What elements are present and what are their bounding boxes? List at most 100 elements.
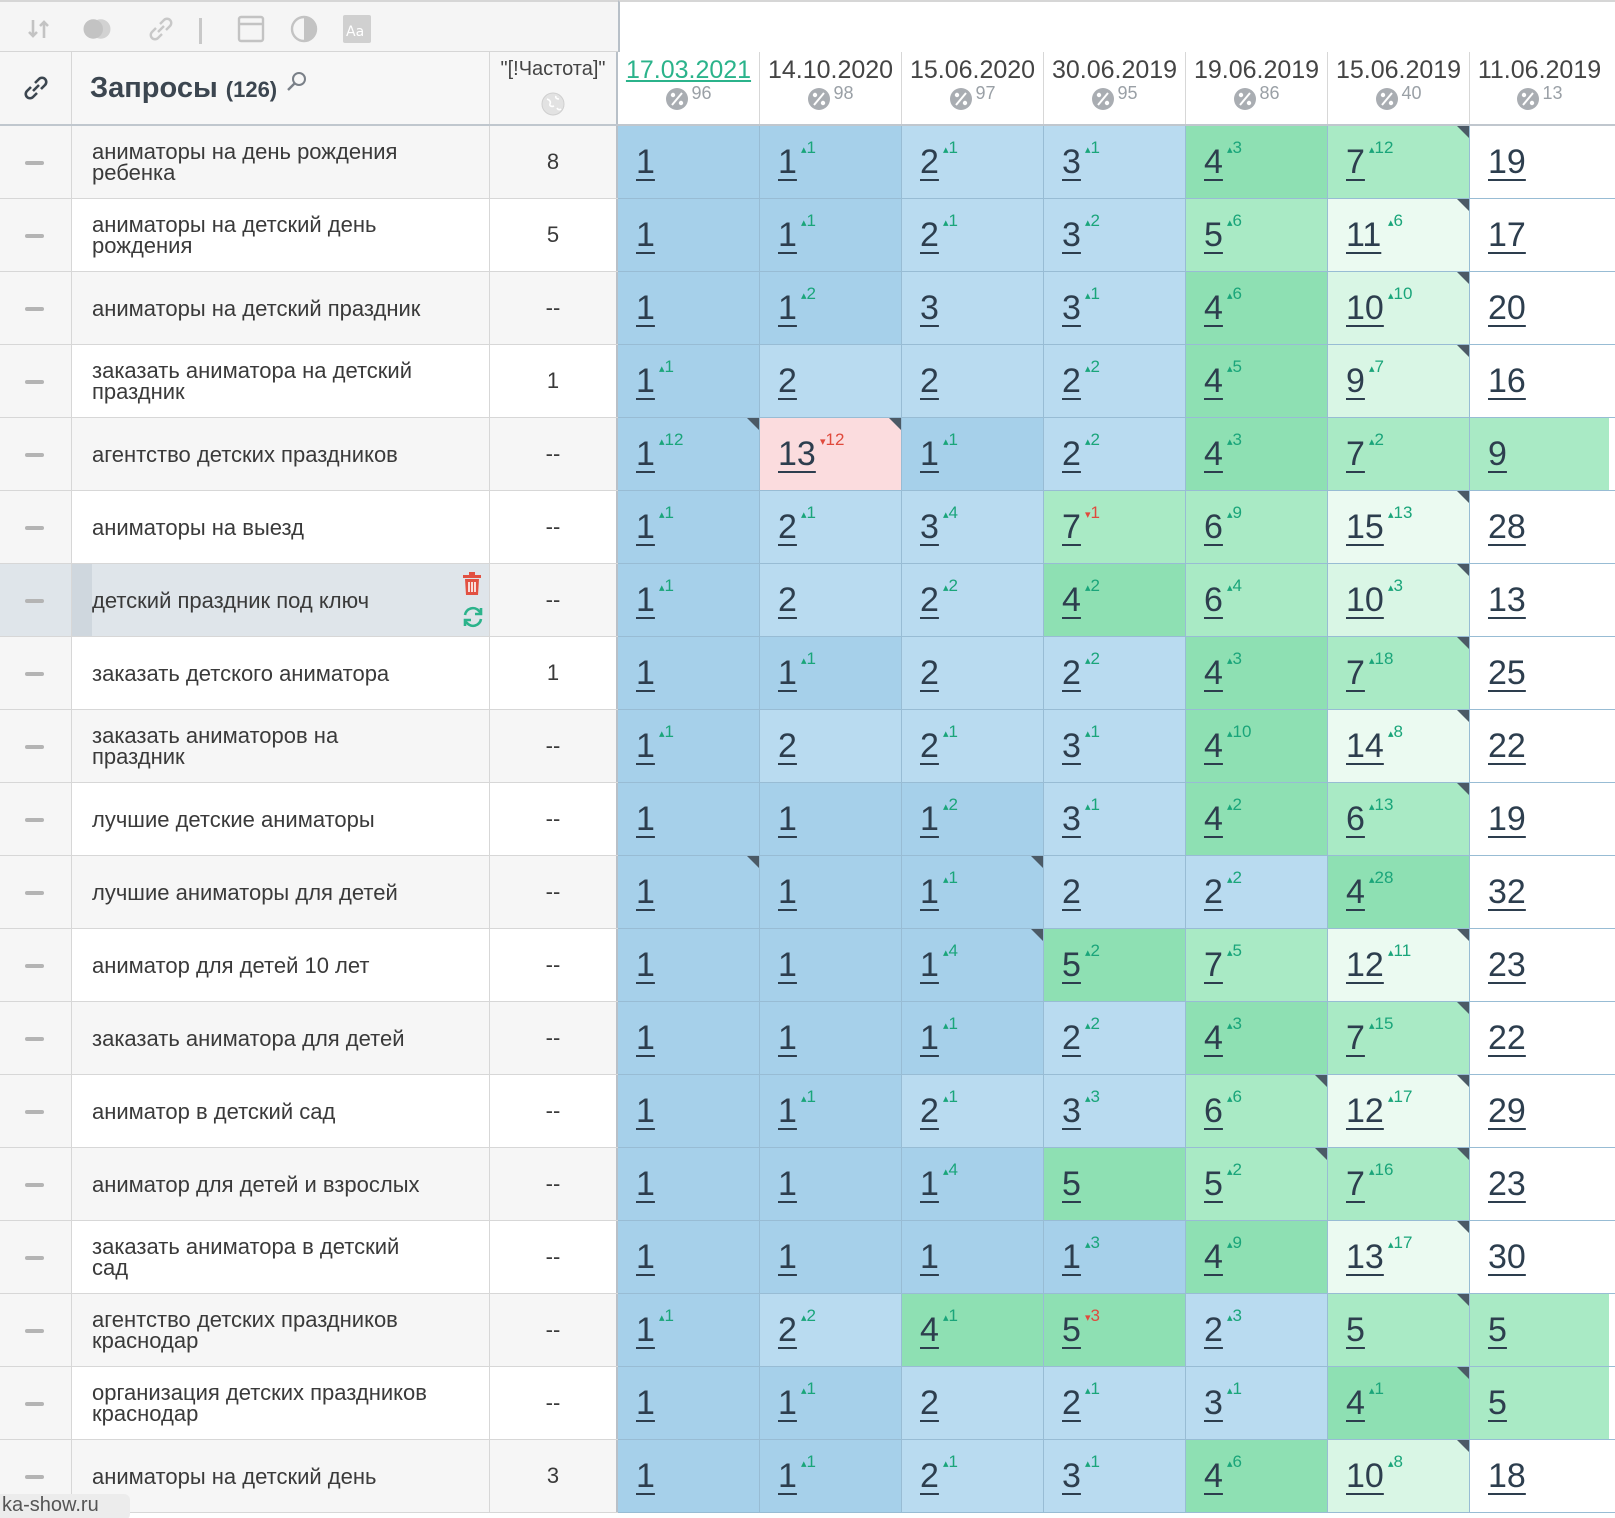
position-value[interactable]: 1: [920, 799, 939, 838]
position-value[interactable]: 1: [636, 1091, 655, 1130]
position-cell[interactable]: 2 ▴2: [1044, 637, 1186, 709]
position-cell[interactable]: 7 ▴12: [1328, 126, 1470, 198]
collapse-handle[interactable]: [0, 199, 72, 271]
position-cell[interactable]: 2: [902, 637, 1044, 709]
collapse-handle[interactable]: [0, 856, 72, 928]
position-cell[interactable]: 4 ▴6: [1186, 272, 1328, 344]
position-value[interactable]: 1: [636, 1018, 655, 1057]
position-cell[interactable]: 5: [1470, 1367, 1609, 1439]
position-cell[interactable]: 4 ▴6: [1186, 1440, 1328, 1512]
query-cell[interactable]: заказать детского аниматора: [72, 637, 490, 709]
position-value[interactable]: 5: [1204, 1164, 1223, 1203]
position-cell[interactable]: 1: [618, 126, 760, 198]
refresh-icon[interactable]: [461, 605, 485, 632]
date-column-header[interactable]: 17.03.2021 96: [618, 52, 760, 124]
query-row[interactable]: заказать детского аниматора 1: [0, 637, 618, 710]
position-value[interactable]: 4: [1204, 653, 1223, 692]
position-cell[interactable]: 3 ▴1: [1044, 1440, 1186, 1512]
search-icon[interactable]: [285, 69, 309, 102]
position-value[interactable]: 23: [1488, 945, 1526, 984]
position-value[interactable]: 4: [1204, 1456, 1223, 1495]
position-value[interactable]: 4: [1204, 434, 1223, 473]
position-value[interactable]: 1: [636, 288, 655, 327]
position-value[interactable]: 4: [920, 1310, 939, 1349]
position-value[interactable]: 3: [1062, 215, 1081, 254]
position-cell[interactable]: 2 ▴1: [902, 1075, 1044, 1147]
position-value[interactable]: 1: [920, 1237, 939, 1276]
position-cell[interactable]: 1 ▴1: [760, 1440, 902, 1512]
position-value[interactable]: 1: [920, 872, 939, 911]
position-value[interactable]: 7: [1204, 945, 1223, 984]
position-cell[interactable]: 1 ▴1: [760, 126, 902, 198]
sort-icon[interactable]: [24, 14, 54, 44]
position-cell[interactable]: 32: [1470, 856, 1609, 928]
position-value[interactable]: 19: [1488, 142, 1526, 181]
position-cell[interactable]: 10 ▴8: [1328, 1440, 1470, 1512]
position-value[interactable]: 5: [1346, 1310, 1365, 1349]
position-cell[interactable]: 10 ▴10: [1328, 272, 1470, 344]
position-cell[interactable]: 9 ▴7: [1328, 345, 1470, 417]
position-value[interactable]: 3: [1062, 142, 1081, 181]
position-value[interactable]: 7: [1346, 434, 1365, 473]
position-value[interactable]: 1: [636, 653, 655, 692]
position-value[interactable]: 1: [778, 288, 797, 327]
query-cell[interactable]: аниматор в детский сад: [72, 1075, 490, 1147]
date-column-header[interactable]: 14.10.2020 98: [760, 52, 902, 124]
position-cell[interactable]: 4 ▴10: [1186, 710, 1328, 782]
position-cell[interactable]: 1: [618, 199, 760, 271]
date-label[interactable]: 11.06.2019: [1477, 56, 1602, 84]
position-value[interactable]: 4: [1204, 726, 1223, 765]
position-value[interactable]: 4: [1062, 580, 1081, 619]
position-cell[interactable]: 13: [1470, 564, 1609, 636]
position-value[interactable]: 9: [1488, 434, 1507, 473]
position-cell[interactable]: 3 ▴1: [1044, 126, 1186, 198]
link-column-icon[interactable]: [0, 52, 72, 124]
position-value[interactable]: 1: [778, 945, 797, 984]
position-cell[interactable]: 1: [618, 272, 760, 344]
position-value[interactable]: 1: [636, 1383, 655, 1422]
date-label[interactable]: 15.06.2020: [909, 56, 1036, 84]
position-cell[interactable]: 2 ▴2: [760, 1294, 902, 1366]
position-value[interactable]: 1: [778, 1456, 797, 1495]
position-cell[interactable]: 2 ▴2: [902, 564, 1044, 636]
query-row[interactable]: агентство детских праздников краснодар --: [0, 1294, 618, 1367]
position-value[interactable]: 13: [778, 434, 816, 473]
collapse-handle[interactable]: [0, 1221, 72, 1293]
position-value[interactable]: 3: [920, 288, 939, 327]
position-value[interactable]: 4: [1346, 872, 1365, 911]
position-cell[interactable]: 4 ▴3: [1186, 1002, 1328, 1074]
query-row[interactable]: аниматоры на детский день 3: [0, 1440, 618, 1513]
position-cell[interactable]: 2 ▴2: [1044, 345, 1186, 417]
date-column-header[interactable]: 19.06.2019 86: [1186, 52, 1328, 124]
collapse-handle[interactable]: [0, 783, 72, 855]
trash-icon[interactable]: [461, 572, 485, 599]
position-cell[interactable]: 4 ▴3: [1186, 126, 1328, 198]
position-cell[interactable]: 14 ▴8: [1328, 710, 1470, 782]
position-cell[interactable]: 3 ▴2: [1044, 199, 1186, 271]
position-value[interactable]: 2: [1062, 1383, 1081, 1422]
position-cell[interactable]: 22: [1470, 1002, 1609, 1074]
position-cell[interactable]: 1: [618, 929, 760, 1001]
query-row[interactable]: заказать аниматоров на праздник --: [0, 710, 618, 783]
position-cell[interactable]: 13 ▴17: [1328, 1221, 1470, 1293]
position-value[interactable]: 1: [778, 142, 797, 181]
position-cell[interactable]: 4 ▴1: [902, 1294, 1044, 1366]
position-value[interactable]: 1: [778, 799, 797, 838]
position-cell[interactable]: 5 ▴2: [1044, 929, 1186, 1001]
position-value[interactable]: 4: [1204, 1018, 1223, 1057]
position-value[interactable]: 17: [1488, 215, 1526, 254]
position-cell[interactable]: 19: [1470, 783, 1609, 855]
position-value[interactable]: 2: [1204, 1310, 1223, 1349]
position-cell[interactable]: 1: [618, 1221, 760, 1293]
position-value[interactable]: 2: [1062, 1018, 1081, 1057]
position-cell[interactable]: 5: [1328, 1294, 1470, 1366]
position-value[interactable]: 6: [1204, 1091, 1223, 1130]
position-value[interactable]: 7: [1346, 1164, 1365, 1203]
position-cell[interactable]: 6 ▴4: [1186, 564, 1328, 636]
position-cell[interactable]: 2 ▴2: [1186, 856, 1328, 928]
query-cell[interactable]: аниматор для детей 10 лет: [72, 929, 490, 1001]
query-row[interactable]: заказать аниматора в детский сад --: [0, 1221, 618, 1294]
query-cell[interactable]: детский праздник под ключ: [72, 564, 490, 636]
frequency-column-header[interactable]: "[!Частота]": [490, 52, 618, 124]
position-value[interactable]: 2: [920, 142, 939, 181]
